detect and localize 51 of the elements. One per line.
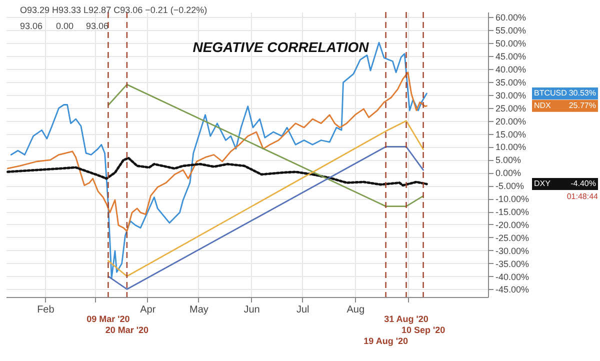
- y-tick-label: -45.00%: [496, 284, 530, 295]
- text: BTCUSD: [534, 88, 568, 98]
- ref-line-label: 19 Aug '20: [364, 336, 408, 346]
- y-tick-label: 5.00%: [496, 155, 522, 166]
- line-series: [107, 84, 424, 208]
- text: 30.53%: [568, 88, 596, 98]
- ref-line-label: 31 Aug '20: [384, 314, 428, 324]
- x-tick-label: Apr: [140, 304, 156, 316]
- annotation: 0.00: [56, 21, 74, 31]
- y-tick-label: -40.00%: [496, 272, 530, 282]
- text: NDX: [534, 100, 552, 110]
- line-series: [7, 72, 428, 232]
- y-tick-label: -35.00%: [496, 258, 530, 269]
- x-tick-label: Jul: [296, 304, 310, 316]
- annotation: 93.06: [20, 21, 43, 31]
- y-tick-label: -30.00%: [496, 246, 530, 256]
- y-tick-label: 60.00%: [496, 12, 526, 23]
- line-series: [107, 120, 424, 277]
- line-series: [107, 146, 424, 290]
- annotation: 93.06: [86, 21, 109, 31]
- y-tick-label: 20.00%: [496, 116, 526, 126]
- x-tick-label: Feb: [37, 304, 55, 316]
- y-tick-label: 10.00%: [496, 142, 526, 152]
- text: -4.40%: [570, 179, 596, 188]
- line-series: [10, 42, 428, 279]
- y-tick-label: -20.00%: [496, 220, 530, 230]
- y-tick-label: 40.00%: [496, 64, 526, 74]
- y-tick-label: 35.00%: [496, 77, 526, 88]
- x-tick-label: Jun: [244, 304, 260, 316]
- annotation: O93.29 H93.33 L92.87 C93.06 −0.21 (−0.22%): [20, 5, 208, 15]
- y-tick-label: -10.00%: [496, 194, 530, 204]
- text: NEGATIVE CORRELATION: [192, 39, 370, 55]
- text: 01:48:44: [566, 192, 599, 202]
- ref-line-label: 09 Mar '20: [86, 314, 130, 324]
- y-tick-label: 25.00%: [496, 103, 526, 114]
- y-tick-label: 55.00%: [496, 26, 526, 36]
- text: DXY: [534, 179, 552, 188]
- y-tick-label: -5.00%: [496, 181, 524, 192]
- y-tick-label: 50.00%: [496, 38, 526, 49]
- x-tick-label: Aug: [346, 304, 365, 316]
- y-tick-label: 30.00%: [496, 90, 526, 100]
- y-tick-label: -15.00%: [496, 207, 530, 217]
- x-tick-label: May: [190, 304, 208, 316]
- y-tick-label: 45.00%: [496, 52, 526, 62]
- text: 25.77%: [568, 100, 596, 110]
- y-tick-label: -25.00%: [496, 232, 530, 243]
- ref-line-label: 10 Sep '20: [401, 325, 446, 335]
- ref-line-label: 20 Mar '20: [105, 325, 149, 335]
- y-tick-label: 15.00%: [496, 129, 526, 140]
- y-tick-label: 0.00%: [496, 168, 522, 178]
- line-series: [6, 156, 428, 187]
